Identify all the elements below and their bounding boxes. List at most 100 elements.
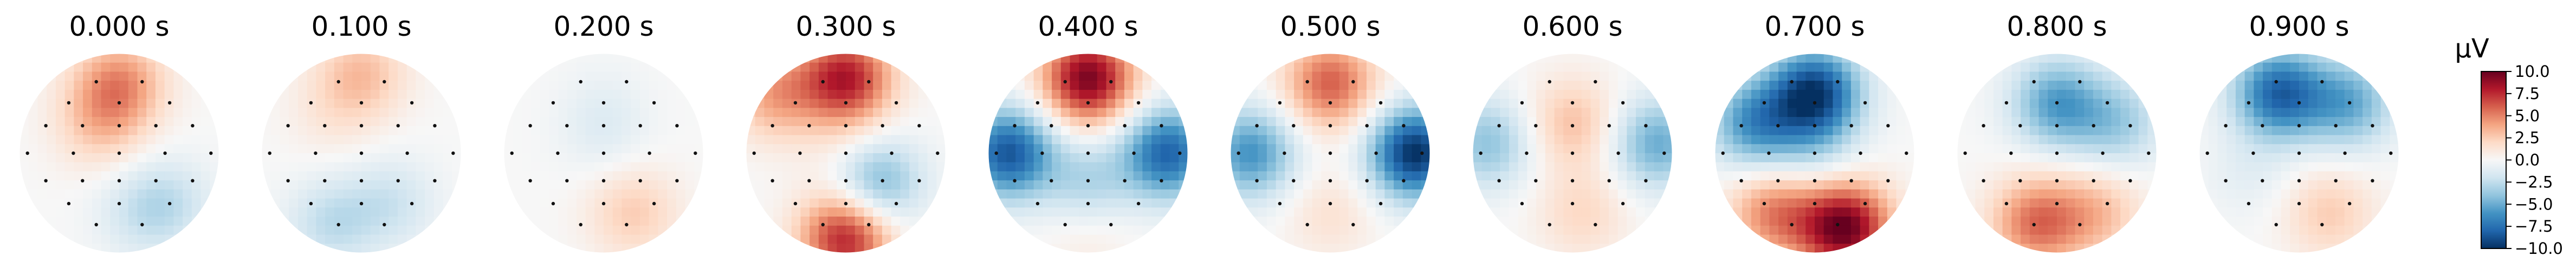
topomap-cell bbox=[685, 108, 695, 117]
topomap-cell bbox=[164, 108, 174, 117]
topomap-cell bbox=[1563, 89, 1573, 100]
topomap-cell bbox=[325, 171, 335, 181]
topomap-cell bbox=[2390, 126, 2399, 136]
topomap-cell bbox=[1491, 225, 1500, 235]
topomap-cell bbox=[873, 234, 883, 245]
sensor-dot bbox=[154, 124, 158, 128]
topomap-cell bbox=[513, 244, 523, 253]
topomap-cell bbox=[1160, 54, 1170, 63]
topomap-cell bbox=[1966, 189, 1976, 199]
topomap-cell bbox=[316, 99, 326, 109]
topomap-cell bbox=[846, 54, 856, 63]
topomap-cell bbox=[909, 234, 919, 245]
topomap-cell bbox=[2002, 171, 2012, 181]
topomap-cell bbox=[1896, 225, 1906, 235]
topomap-cell bbox=[2084, 144, 2094, 154]
topomap-cell bbox=[92, 153, 102, 163]
topomap-cell bbox=[1869, 81, 1879, 90]
topomap-cell bbox=[1303, 81, 1313, 90]
topomap-cell bbox=[137, 244, 147, 253]
topomap-cell bbox=[1787, 153, 1797, 163]
topomap-cell bbox=[1142, 117, 1152, 127]
topomap-cell bbox=[2263, 162, 2273, 172]
topomap-cell bbox=[155, 225, 165, 235]
topomap-cell bbox=[909, 89, 919, 100]
topomap-cell bbox=[1581, 153, 1591, 163]
topomap-cell bbox=[1473, 153, 1483, 163]
topomap-cell bbox=[936, 207, 946, 217]
topomap-cell bbox=[1239, 198, 1250, 208]
topomap-cell bbox=[1842, 135, 1852, 145]
topomap-cell bbox=[2290, 180, 2300, 190]
sensor-dot bbox=[154, 179, 158, 182]
topomap-cell bbox=[200, 207, 211, 217]
topomap-cell bbox=[280, 62, 289, 73]
topomap-cell bbox=[585, 207, 596, 217]
sensor-dot bbox=[1063, 80, 1067, 84]
map-title: 0.400 s bbox=[1038, 11, 1138, 42]
topomap-cell bbox=[1545, 54, 1555, 63]
topomap-cell bbox=[1509, 81, 1519, 90]
topomap-cell bbox=[846, 126, 856, 136]
topomap-cell bbox=[2208, 99, 2218, 109]
topomap-cell bbox=[128, 89, 138, 100]
topomap-cell bbox=[1715, 153, 1725, 163]
topomap-cell bbox=[1787, 225, 1797, 235]
topomap-cell bbox=[1509, 117, 1519, 127]
topomap-cell bbox=[1860, 189, 1870, 199]
topomap-cell bbox=[1124, 198, 1134, 208]
topomap-cell bbox=[504, 189, 514, 199]
topomap-cell bbox=[585, 225, 596, 235]
topomap-cell bbox=[558, 117, 568, 127]
topomap-cell bbox=[343, 62, 353, 73]
topomap-cell bbox=[2363, 171, 2372, 181]
topomap-cell bbox=[1860, 62, 1870, 73]
topomap-cell bbox=[119, 198, 129, 208]
topomap-cell bbox=[1715, 89, 1725, 100]
sensor-dot bbox=[1607, 124, 1611, 128]
topomap-cell bbox=[837, 71, 846, 81]
topomap-cell bbox=[2263, 153, 2273, 163]
topomap-cell bbox=[64, 71, 75, 81]
topomap-cell bbox=[891, 244, 901, 253]
head-outline bbox=[1230, 53, 1431, 253]
topomap-cell bbox=[1285, 234, 1295, 245]
topomap-cell bbox=[864, 207, 873, 217]
topomap-cell bbox=[2021, 162, 2030, 172]
topomap-cell bbox=[1312, 180, 1322, 190]
topomap-cell bbox=[1896, 171, 1906, 181]
sensor-dot bbox=[1278, 101, 1282, 105]
topomap-cell bbox=[146, 135, 156, 145]
topomap-cell bbox=[1043, 225, 1052, 235]
topomap-cell bbox=[101, 126, 111, 136]
topomap-cell bbox=[1957, 234, 1967, 245]
topomap-cell bbox=[2038, 234, 2049, 245]
topomap-cell bbox=[1581, 99, 1591, 109]
topomap-cell bbox=[2271, 198, 2282, 208]
topomap-cell bbox=[1303, 108, 1313, 117]
topomap-cell bbox=[1312, 217, 1322, 226]
topomap-cell bbox=[773, 135, 783, 145]
topomap-cell bbox=[64, 62, 75, 73]
topomap-cell bbox=[1878, 71, 1888, 81]
topomap-cell bbox=[1878, 198, 1888, 208]
topomap-cell bbox=[909, 135, 919, 145]
sensor-dot bbox=[894, 201, 898, 206]
topomap-cell bbox=[1742, 207, 1752, 217]
topomap-cell bbox=[2317, 144, 2327, 154]
topomap-cell bbox=[1975, 89, 1985, 100]
topomap-cell bbox=[1070, 207, 1080, 217]
topomap-cell bbox=[2084, 54, 2094, 63]
topomap-cell bbox=[1733, 217, 1743, 226]
topomap-cell bbox=[1491, 99, 1500, 109]
topomap-cell bbox=[1636, 153, 1646, 163]
topomap-cell bbox=[343, 225, 353, 235]
topomap-cell bbox=[540, 71, 550, 81]
topomap-cell bbox=[128, 217, 138, 226]
topomap-cell bbox=[1751, 217, 1761, 226]
topomap-cell bbox=[1248, 144, 1258, 154]
topomap-cell bbox=[1303, 217, 1313, 226]
topomap-cell bbox=[649, 144, 659, 154]
topomap-cell bbox=[1366, 135, 1376, 145]
topomap-cell bbox=[137, 54, 147, 63]
